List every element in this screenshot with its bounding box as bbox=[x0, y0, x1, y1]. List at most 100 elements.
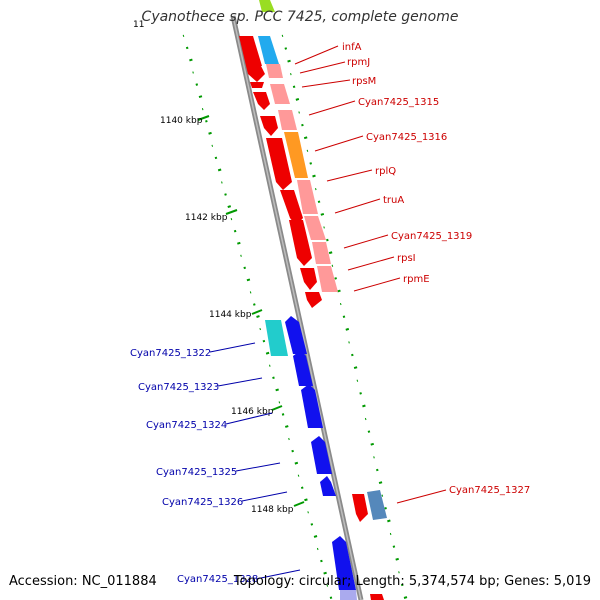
gene-arrow-reverse bbox=[332, 536, 356, 590]
tick-marks bbox=[197, 115, 305, 507]
gene-label: Cyan7425_1326 bbox=[162, 497, 243, 508]
gc-dot bbox=[317, 200, 321, 204]
feature-block-orange bbox=[284, 132, 308, 178]
gene-arrow-forward bbox=[352, 494, 368, 522]
forward-gene-labels: infA rpmJ rpsM Cyan7425_1315 Cyan7425_13… bbox=[342, 42, 530, 496]
gc-dot bbox=[275, 388, 279, 392]
gc-dot bbox=[284, 47, 288, 50]
gc-dot bbox=[287, 59, 291, 63]
tick-label: 1142 kbp bbox=[185, 213, 228, 223]
gene-arrow-reverse bbox=[320, 476, 336, 496]
gc-dot bbox=[303, 136, 308, 140]
gene-label: Cyan7425_1323 bbox=[138, 382, 219, 393]
gc-dot-track bbox=[182, 34, 408, 599]
gc-dot bbox=[329, 596, 333, 599]
label-leader bbox=[301, 79, 351, 88]
gc-dot bbox=[227, 205, 232, 209]
label-leader bbox=[343, 234, 389, 249]
gene-arrow-forward bbox=[280, 190, 303, 226]
gene-arrow-forward bbox=[300, 268, 317, 290]
gc-dot bbox=[262, 339, 266, 343]
gc-dot bbox=[185, 46, 189, 50]
gene-label: Cyan7425_1328 bbox=[177, 574, 258, 585]
gc-dot bbox=[392, 545, 396, 548]
gene-label: infA bbox=[342, 42, 362, 53]
tick-mark bbox=[225, 209, 238, 215]
gc-dot bbox=[359, 392, 362, 395]
gene-label: Cyan7425_1324 bbox=[146, 420, 227, 431]
gc-dot bbox=[253, 303, 256, 306]
reverse-gene-labels: Cyan7425_1322 Cyan7425_1323 Cyan7425_132… bbox=[130, 348, 258, 585]
label-leader bbox=[217, 377, 263, 387]
gene-arrow-reverse bbox=[301, 384, 323, 428]
feature-block-steelblue bbox=[367, 490, 387, 520]
label-leader bbox=[299, 61, 346, 74]
gc-dot bbox=[208, 131, 212, 135]
tick-mark bbox=[271, 405, 283, 411]
gene-label: Cyan7425_1327 bbox=[449, 485, 530, 496]
gc-dot bbox=[375, 468, 379, 472]
gene-label: Cyan7425_1325 bbox=[156, 467, 237, 478]
gc-dot bbox=[237, 241, 241, 245]
gc-dot bbox=[345, 327, 350, 331]
gc-dot bbox=[284, 425, 289, 428]
tick-label: 1148 kbp bbox=[251, 505, 294, 515]
forward-cds-arrows bbox=[239, 36, 384, 600]
gene-arrow-forward bbox=[246, 66, 265, 82]
gene-arrow-reverse bbox=[285, 316, 307, 354]
map-title: Cyanothece sp. PCC 7425, complete genome bbox=[141, 9, 459, 25]
forward-label-lines bbox=[294, 45, 447, 504]
gene-arrow-forward bbox=[289, 220, 312, 266]
gene-arrow-reverse bbox=[293, 350, 313, 386]
gc-dot bbox=[309, 162, 313, 165]
gc-dot bbox=[291, 449, 294, 453]
gc-dot bbox=[292, 85, 296, 89]
label-leader bbox=[334, 198, 381, 214]
feature-block-teal bbox=[265, 320, 288, 356]
gc-dot bbox=[370, 442, 375, 446]
gene-arrow-forward bbox=[305, 292, 322, 308]
gc-dot bbox=[294, 461, 299, 465]
gc-dot bbox=[351, 353, 354, 357]
gc-dot bbox=[362, 404, 366, 408]
feature-block-pink bbox=[278, 110, 297, 130]
gene-arrow-forward bbox=[239, 36, 262, 66]
gene-arrow-forward bbox=[260, 116, 278, 136]
feature-block-pink bbox=[304, 216, 326, 240]
gene-arrow-forward bbox=[250, 82, 264, 88]
feature-block-pink bbox=[266, 64, 283, 78]
tick-mark bbox=[293, 501, 305, 507]
genome-summary-text: Topology: circular; Length: 5,374,574 bp… bbox=[233, 574, 591, 589]
tick-label: 1140 kbp bbox=[160, 116, 203, 126]
label-leader bbox=[294, 45, 339, 65]
tick-labels: 11 1140 kbp 1142 kbp 1144 kbp 1146 kbp 1… bbox=[133, 20, 294, 515]
gene-label: Cyan7425_1315 bbox=[358, 97, 439, 108]
gc-dot bbox=[400, 583, 404, 587]
label-leader bbox=[314, 135, 364, 152]
gc-dot bbox=[367, 430, 371, 433]
label-leader bbox=[225, 412, 273, 425]
gc-dot bbox=[198, 95, 203, 99]
gc-dot bbox=[334, 277, 337, 280]
feature-block-pink bbox=[317, 266, 338, 292]
gc-dot bbox=[337, 289, 341, 293]
label-leader bbox=[235, 462, 281, 472]
label-leader bbox=[209, 342, 256, 353]
gene-label: Cyan7425_1319 bbox=[391, 231, 472, 242]
gc-dot bbox=[320, 212, 325, 216]
gc-dot bbox=[256, 315, 260, 318]
reverse-cds-arrows bbox=[285, 316, 357, 600]
gene-label: rpmJ bbox=[347, 57, 370, 68]
gc-dot bbox=[323, 571, 327, 575]
forward-feature-track bbox=[258, 0, 387, 520]
gc-dot bbox=[243, 266, 247, 270]
feature-block-pink bbox=[270, 84, 290, 104]
gc-dot bbox=[384, 507, 387, 510]
gc-dot bbox=[272, 376, 275, 380]
gc-dot bbox=[300, 486, 304, 490]
gene-label: Cyan7425_1322 bbox=[130, 348, 211, 359]
label-leader bbox=[326, 169, 373, 182]
gc-dot bbox=[301, 123, 304, 127]
gene-label: truA bbox=[383, 195, 404, 206]
